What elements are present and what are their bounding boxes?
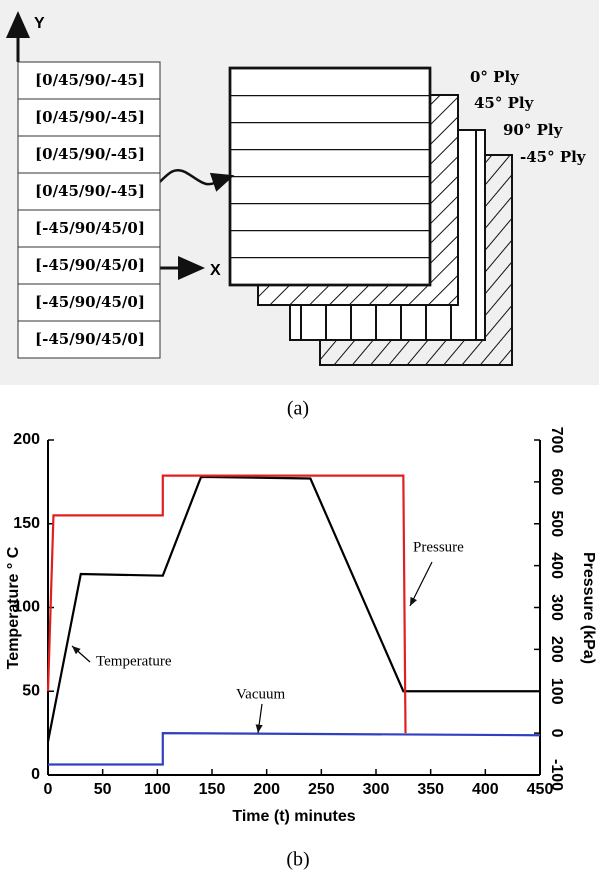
x-tick-label: 250 — [308, 781, 335, 798]
stack-row — [17, 283, 161, 322]
stack-label: [0/45/90/-45] — [35, 182, 145, 200]
stack-row — [17, 135, 161, 174]
y2-tick-label: 200 — [548, 636, 565, 663]
series-line — [46, 474, 407, 734]
y2-tick-label: 100 — [548, 678, 565, 705]
y-tick-label: 150 — [13, 515, 40, 532]
y-axis-title: Temperature ° C — [5, 546, 22, 669]
x-tick-label: 150 — [199, 781, 226, 798]
stack-row — [17, 61, 161, 100]
ply-label: 90° Ply — [503, 121, 564, 139]
x-tick-label: 50 — [94, 781, 112, 798]
y2-tick-label: 400 — [548, 552, 565, 579]
series-line — [46, 475, 540, 742]
x-axis-title: Time (t) minutes — [232, 808, 355, 825]
y2-tick-label: 700 — [548, 427, 565, 454]
chart: (b) Temperature ° C Pressure (kPa) Time … — [5, 427, 597, 871]
ply-label: -45° Ply — [520, 148, 587, 166]
x-tick-label: 0 — [44, 781, 53, 798]
x-axis-label: X — [210, 262, 221, 279]
y-tick-label: 50 — [22, 682, 40, 699]
annotation-arrow — [409, 561, 433, 607]
stack-label: [0/45/90/-45] — [35, 71, 145, 89]
caption: (a) — [287, 398, 309, 420]
stack-label: [-45/90/45/0] — [35, 330, 145, 348]
y-tick-label: 0 — [31, 766, 40, 783]
y2-tick-label: 600 — [548, 469, 565, 496]
stack-row — [17, 209, 161, 248]
annotation-arrow — [71, 645, 91, 663]
stack-label: [0/45/90/-45] — [35, 108, 145, 126]
stack-label: [-45/90/45/0] — [35, 293, 145, 311]
stack-label: [0/45/90/-45] — [35, 145, 145, 163]
x-tick-label: 200 — [253, 781, 280, 798]
stack-label: [-45/90/45/0] — [35, 256, 145, 274]
ply-label: 0° Ply — [470, 68, 520, 86]
y2-tick-label: -100 — [548, 759, 565, 791]
stack-row — [17, 320, 161, 359]
x-tick-label: 300 — [363, 781, 390, 798]
annotation-arrow — [255, 703, 263, 734]
x-tick-label: 100 — [144, 781, 171, 798]
series-line — [48, 732, 541, 766]
y2-tick-label: 500 — [548, 510, 565, 537]
y-tick-label: 100 — [13, 599, 40, 616]
y2-axis-title: Pressure (kPa) — [580, 552, 597, 664]
x-tick-label: 350 — [417, 781, 444, 798]
ply-label: 45° Ply — [474, 94, 535, 112]
wavy-arrow — [147, 169, 235, 194]
series-annotation: Temperature — [96, 653, 172, 669]
y2-tick-label: 300 — [548, 594, 565, 621]
ply-0 — [228, 66, 432, 287]
caption: (b) — [286, 849, 309, 871]
y-tick-label: 200 — [13, 431, 40, 448]
y-axis-label: Y — [34, 15, 45, 32]
y2-tick-label: 0 — [548, 729, 565, 738]
stack-label: [-45/90/45/0] — [35, 219, 145, 237]
series-annotation: Vacuum — [236, 686, 285, 702]
diagram: Y X (a) [0/45/90/-45] [0/45/90/-45] [0/45/… — [5, 11, 587, 420]
stack-row — [17, 172, 161, 211]
series-annotation: Pressure — [413, 539, 464, 555]
stack-row — [17, 98, 161, 137]
x-tick-label: 400 — [472, 781, 499, 798]
stack-row — [17, 246, 161, 285]
x-tick-label: 450 — [527, 781, 554, 798]
